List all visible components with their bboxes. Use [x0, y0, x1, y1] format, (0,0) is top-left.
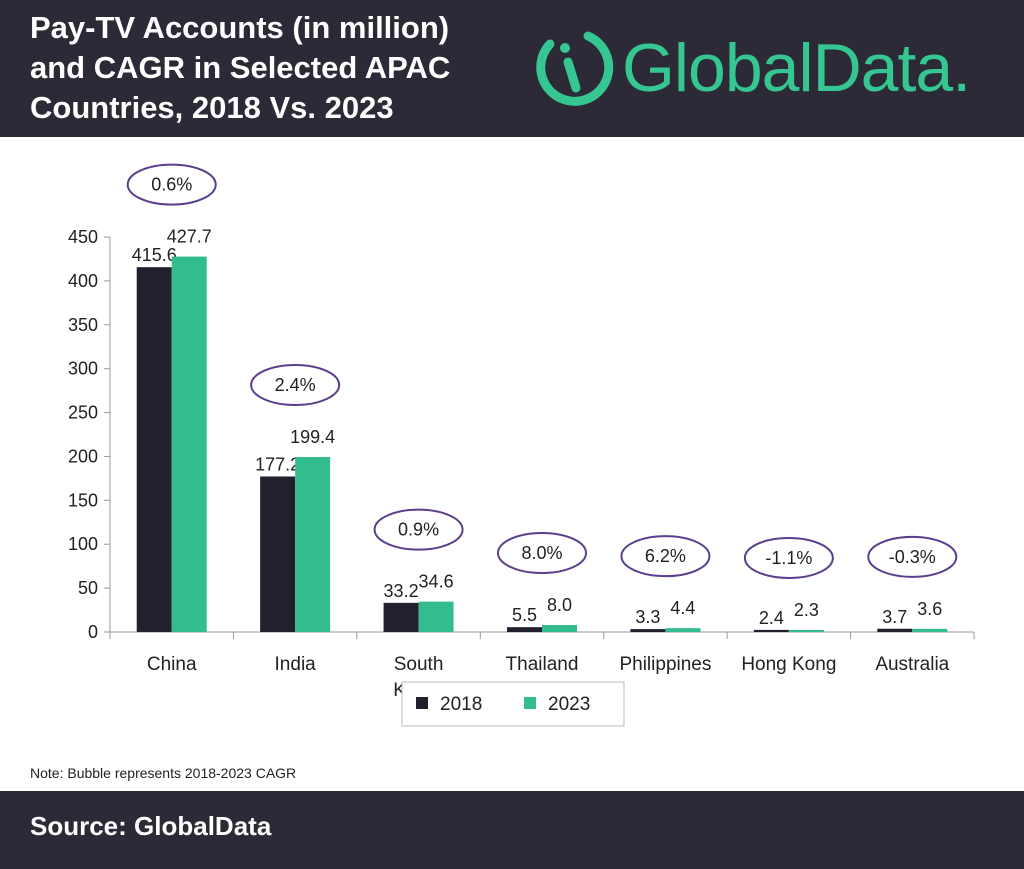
y-tick-label: 400 — [68, 271, 98, 291]
y-tick-label: 150 — [68, 490, 98, 510]
y-tick-label: 250 — [68, 403, 98, 423]
legend-label-2018: 2018 — [440, 694, 482, 715]
bar-2023 — [788, 629, 824, 632]
cagr-label: -0.3% — [889, 547, 936, 567]
y-tick-label: 350 — [68, 315, 98, 335]
bar-2018 — [260, 476, 296, 632]
bar-2018 — [877, 628, 913, 632]
data-label-2018: 5.5 — [512, 605, 537, 625]
data-label-2018: 3.3 — [635, 607, 660, 627]
x-category-label: Australia — [875, 654, 949, 675]
data-label-2023: 427.7 — [167, 227, 212, 247]
header-banner: Pay-TV Accounts (in million) and CAGR in… — [0, 0, 1024, 137]
bar-2023 — [295, 456, 331, 632]
y-tick-label: 450 — [68, 227, 98, 247]
bar-2018 — [136, 267, 172, 632]
legend-swatch-2023 — [524, 697, 536, 709]
x-category-label: Thailand — [506, 654, 579, 675]
data-label-2018: 33.2 — [384, 581, 419, 601]
x-category-label: Philippines — [619, 654, 711, 675]
cagr-bubble — [867, 535, 958, 578]
bar-2018 — [630, 629, 666, 632]
chart-note: Note: Bubble represents 2018-2023 CAGR — [30, 765, 297, 781]
x-category-label: India — [275, 654, 317, 675]
bar-2023 — [542, 624, 577, 632]
bar-2023 — [665, 628, 701, 632]
title-line-3: Countries, 2018 Vs. 2023 — [30, 90, 394, 125]
globaldata-logo-icon — [536, 31, 614, 106]
data-label-2018: 177.2 — [255, 454, 300, 474]
y-tick-label: 50 — [78, 578, 98, 598]
bar-2018 — [753, 629, 789, 632]
cagr-bubble — [497, 531, 587, 574]
bar-2023 — [171, 256, 207, 632]
bar-2023 — [418, 601, 454, 632]
data-label-2018: 2.4 — [759, 608, 784, 628]
bar-2023 — [912, 628, 948, 632]
y-tick-label: 100 — [68, 534, 98, 554]
cagr-label: -1.1% — [765, 548, 812, 568]
legend-box — [401, 681, 625, 727]
footer-banner: Source: GlobalData — [0, 791, 1024, 869]
legend-label-2023: 2023 — [548, 694, 590, 715]
bar-2018 — [383, 602, 419, 632]
cagr-bubble — [743, 536, 834, 579]
title-line-1: Pay-TV Accounts (in million) — [30, 10, 450, 45]
data-label-2018: 3.7 — [882, 607, 907, 627]
cagr-label: 8.0% — [521, 543, 562, 563]
cagr-label: 0.9% — [398, 520, 439, 540]
x-category-label: China — [147, 654, 197, 675]
data-label-2018: 415.6 — [132, 245, 177, 265]
y-tick-label: 0 — [88, 622, 98, 642]
x-category-label: Hong Kong — [741, 654, 836, 675]
data-label-2023: 8.0 — [547, 595, 572, 615]
title-line-2: and CAGR in Selected APAC — [30, 50, 451, 85]
bar-2018 — [507, 627, 542, 632]
data-label-2023: 199.4 — [290, 427, 335, 447]
x-category-label: South — [394, 654, 444, 675]
cagr-bubble — [620, 535, 711, 578]
cagr-bubble — [250, 363, 341, 406]
cagr-label: 6.2% — [645, 546, 686, 566]
y-tick-label: 300 — [68, 359, 98, 379]
logo-text: GlobalData. — [622, 30, 971, 106]
globaldata-logo: GlobalData. — [530, 22, 1010, 112]
cagr-bubble — [373, 508, 464, 551]
cagr-label: 0.6% — [151, 175, 192, 195]
data-label-2023: 2.3 — [794, 600, 819, 620]
cagr-bubble — [126, 163, 217, 206]
source-label: Source: GlobalData — [30, 811, 272, 841]
cagr-label: 2.4% — [275, 375, 316, 395]
data-label-2023: 34.6 — [419, 572, 454, 592]
y-tick-label: 200 — [68, 446, 98, 466]
data-label-2023: 4.4 — [670, 598, 695, 618]
legend-swatch-2018 — [416, 697, 428, 709]
chart-title: Pay-TV Accounts (in million) and CAGR in… — [30, 8, 500, 128]
data-label-2023: 3.6 — [917, 599, 942, 619]
